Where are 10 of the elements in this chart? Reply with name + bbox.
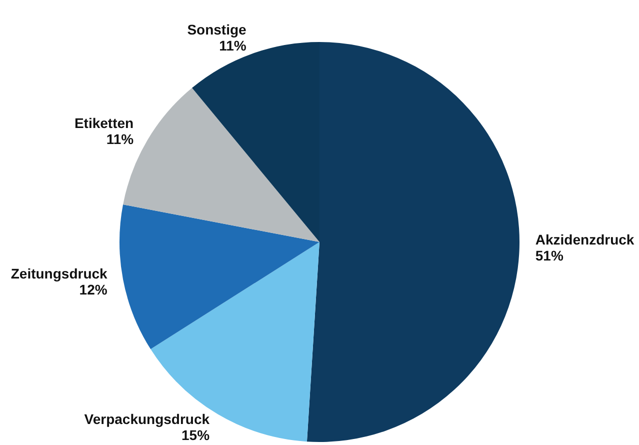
data-label: 15% — [182, 426, 210, 443]
data-label: 51% — [535, 248, 564, 264]
data-label: 11% — [219, 38, 247, 54]
slice-label: Akzidenzdruck — [535, 232, 634, 248]
slice-label: Zeitungsdruck — [10, 265, 108, 282]
slice-label: Verpackungsdruck — [84, 410, 210, 427]
data-label: 12% — [79, 281, 108, 298]
slice-label: Sonstige — [187, 22, 247, 38]
data-label: 11% — [106, 130, 134, 147]
slice-label: Etiketten — [74, 114, 134, 131]
